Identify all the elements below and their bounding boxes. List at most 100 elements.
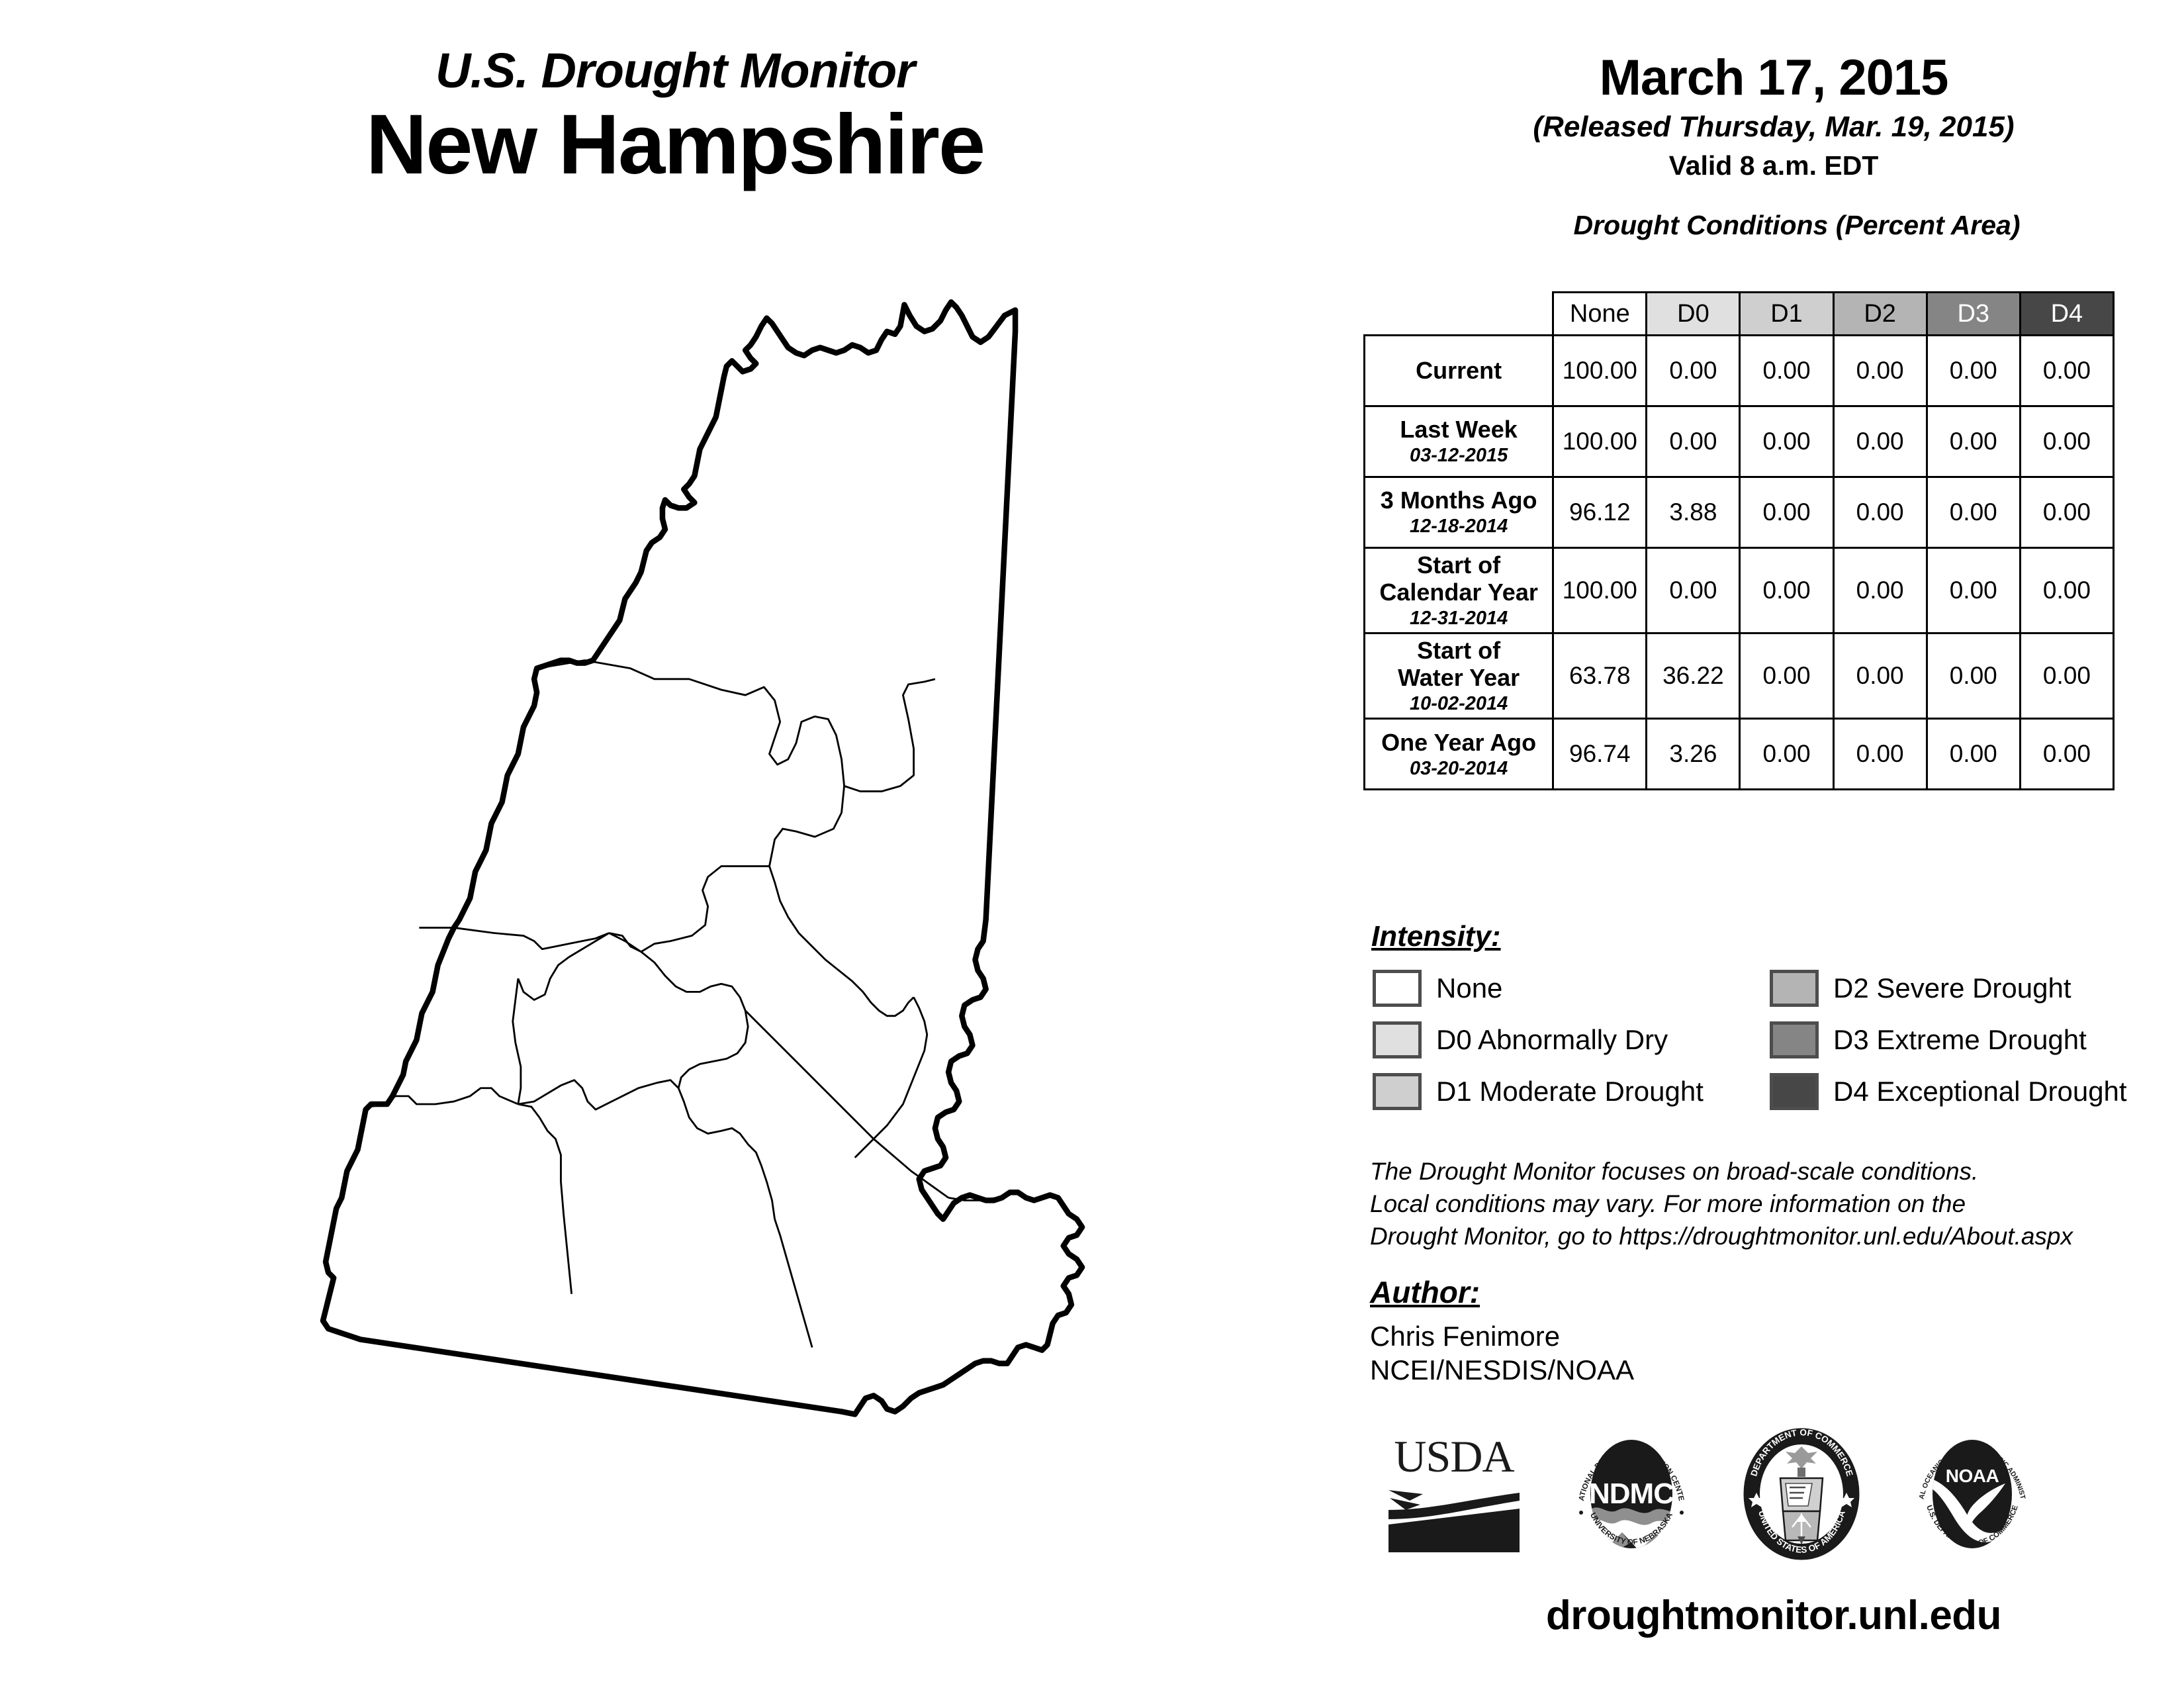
cell-d4: 0.00 bbox=[2019, 334, 2115, 407]
table-row: One Year Ago 03-20-2014 96.74 3.26 0.00 0.00 0… bbox=[1363, 718, 2115, 791]
legend-label: D0 Abnormally Dry bbox=[1436, 1024, 1668, 1055]
cell-d1: 0.00 bbox=[1739, 718, 1835, 791]
footer-url[interactable]: droughtmonitor.unl.edu bbox=[1545, 1593, 2002, 1638]
noaa-logo: NOAA NATIONAL OCEANIC AND ATMOSPHERIC AD… bbox=[1906, 1427, 2038, 1562]
drought-conditions-table: None D0 D1 D2 D3 D4 Current 100.00 0.00 0.0… bbox=[1363, 291, 2115, 791]
table-header-row: None D0 D1 D2 D3 D4 bbox=[1365, 291, 2115, 336]
cell-d1: 0.00 bbox=[1739, 546, 1835, 635]
cell-none: 100.00 bbox=[1552, 334, 1648, 407]
column-header-none: None bbox=[1552, 291, 1648, 336]
cell-d2: 0.00 bbox=[1832, 476, 1928, 549]
cell-d0: 0.00 bbox=[1645, 405, 1741, 478]
cell-none: 100.00 bbox=[1552, 546, 1648, 635]
cell-d1: 0.00 bbox=[1739, 476, 1835, 549]
column-header-d2: D2 bbox=[1832, 291, 1928, 336]
cell-d3: 0.00 bbox=[1925, 718, 2021, 791]
right-column: March 17, 2015 (Released Thursday, Mar. … bbox=[1363, 0, 2184, 1688]
valid-time: Valid 8 a.m. EDT bbox=[1668, 150, 1879, 181]
title-block: U.S. Drought Monitor New Hampshire bbox=[0, 46, 1350, 189]
state-title: New Hampshire bbox=[365, 97, 985, 192]
intensity-legend: Intensity: None D2 Severe Drought D0 Abnor… bbox=[1363, 920, 2184, 1112]
table-row: Last Week 03-12-2015 100.00 0.00 0.00 0.00 0.0… bbox=[1363, 405, 2115, 478]
intensity-heading: Intensity: bbox=[1371, 920, 1501, 953]
row-label: Current bbox=[1363, 334, 1555, 407]
date-block: March 17, 2015 (Released Thursday, Mar. … bbox=[1363, 0, 2184, 241]
table-row: Start of Calendar Year 12-31-2014 100.00 0.0… bbox=[1363, 546, 2115, 635]
doc-seal-logo: DEPARTMENT OF COMMERCE UNITED STATES OF … bbox=[1734, 1427, 1870, 1562]
table-row: 3 Months Ago 12-18-2014 96.12 3.88 0.00 0.00 0… bbox=[1363, 476, 2115, 549]
table-caption: Drought Conditions (Percent Area) bbox=[1573, 210, 2021, 240]
author-block: Author: Chris Fenimore NCEI/NESDIS/NOAA bbox=[1370, 1274, 1634, 1387]
cell-d3: 0.00 bbox=[1925, 632, 2021, 720]
valid-date: March 17, 2015 bbox=[1599, 50, 1949, 106]
legend-item: None bbox=[1363, 968, 1760, 1009]
row-date: 03-20-2014 bbox=[1409, 757, 1508, 779]
svg-text:NOAA: NOAA bbox=[1946, 1466, 1999, 1486]
legend-label: D1 Moderate Drought bbox=[1436, 1076, 1704, 1107]
column-header-d0: D0 bbox=[1645, 291, 1741, 336]
cell-d4: 0.00 bbox=[2019, 405, 2115, 478]
cell-d0: 0.00 bbox=[1645, 546, 1741, 635]
cell-d2: 0.00 bbox=[1832, 718, 1928, 791]
author-affiliation: NCEI/NESDIS/NOAA bbox=[1370, 1354, 1635, 1386]
cell-d4: 0.00 bbox=[2019, 718, 2115, 791]
row-date: 10-02-2014 bbox=[1409, 693, 1508, 715]
disclaimer-line-1: The Drought Monitor focuses on broad-sca… bbox=[1370, 1158, 1979, 1185]
row-label: Start of Water Year 10-02-2014 bbox=[1363, 632, 1555, 720]
cell-d4: 0.00 bbox=[2019, 546, 2115, 635]
ndmc-logo: NDMC NATIONAL DROUGHT MITIGATION CENTER … bbox=[1565, 1427, 1698, 1562]
row-label: Last Week 03-12-2015 bbox=[1363, 405, 1555, 478]
column-header-d3: D3 bbox=[1925, 291, 2021, 336]
cell-none: 96.74 bbox=[1552, 718, 1648, 791]
cell-d2: 0.00 bbox=[1832, 334, 1928, 407]
cell-d3: 0.00 bbox=[1925, 546, 2021, 635]
cell-d1: 0.00 bbox=[1739, 405, 1835, 478]
legend-item: D2 Severe Drought bbox=[1760, 968, 2184, 1009]
table-row: Start of Water Year 10-02-2014 63.78 36.22 0.… bbox=[1363, 632, 2115, 720]
cell-d3: 0.00 bbox=[1925, 334, 2021, 407]
svg-text:NDMC: NDMC bbox=[1589, 1477, 1674, 1510]
disclaimer-text: The Drought Monitor focuses on broad-sca… bbox=[1370, 1155, 2184, 1253]
legend-swatch bbox=[1770, 970, 1819, 1007]
row-date: 12-31-2014 bbox=[1409, 608, 1508, 630]
legend-label: D4 Exceptional Drought bbox=[1833, 1076, 2127, 1107]
cell-d2: 0.00 bbox=[1832, 632, 1928, 720]
cell-none: 63.78 bbox=[1552, 632, 1648, 720]
legend-swatch bbox=[1770, 1021, 1819, 1058]
svg-text:USDA: USDA bbox=[1394, 1431, 1514, 1481]
cell-d0: 36.22 bbox=[1645, 632, 1741, 720]
header-blank bbox=[1365, 293, 1553, 336]
cell-d3: 0.00 bbox=[1925, 405, 2021, 478]
legend-label: D3 Extreme Drought bbox=[1833, 1024, 2087, 1055]
column-header-d4: D4 bbox=[2019, 291, 2115, 336]
cell-none: 96.12 bbox=[1552, 476, 1648, 549]
author-heading: Author: bbox=[1370, 1275, 1480, 1309]
release-date: (Released Thursday, Mar. 19, 2015) bbox=[1533, 111, 2015, 143]
row-date: 03-12-2015 bbox=[1409, 445, 1508, 467]
legend-swatch bbox=[1373, 1021, 1422, 1058]
legend-item: D3 Extreme Drought bbox=[1760, 1019, 2184, 1060]
legend-swatch bbox=[1373, 1073, 1422, 1110]
cell-d2: 0.00 bbox=[1832, 546, 1928, 635]
column-header-d1: D1 bbox=[1739, 291, 1835, 336]
legend-swatch bbox=[1770, 1073, 1819, 1110]
row-label: 3 Months Ago 12-18-2014 bbox=[1363, 476, 1555, 549]
legend-item: D4 Exceptional Drought bbox=[1760, 1071, 2184, 1112]
author-name: Chris Fenimore bbox=[1370, 1321, 1561, 1352]
map-county-boundaries bbox=[368, 659, 1011, 1348]
legend-label: D2 Severe Drought bbox=[1833, 972, 2071, 1004]
legend-grid: None D2 Severe Drought D0 Abnormally Dry D3… bbox=[1363, 968, 2184, 1112]
cell-d2: 0.00 bbox=[1832, 405, 1928, 478]
cell-d0: 0.00 bbox=[1645, 334, 1741, 407]
cell-d0: 3.88 bbox=[1645, 476, 1741, 549]
new-hampshire-map[interactable] bbox=[318, 278, 1152, 1655]
legend-swatch bbox=[1373, 970, 1422, 1007]
logo-row: USDA bbox=[1363, 1427, 2184, 1569]
table-body: Current 100.00 0.00 0.00 0.00 0.00 0.00 Last We… bbox=[1363, 334, 2115, 791]
legend-item: D0 Abnormally Dry bbox=[1363, 1019, 1760, 1060]
cell-d1: 0.00 bbox=[1739, 632, 1835, 720]
cell-d4: 0.00 bbox=[2019, 476, 2115, 549]
cell-d1: 0.00 bbox=[1739, 334, 1835, 407]
usda-logo: USDA bbox=[1383, 1427, 1525, 1559]
legend-label: None bbox=[1436, 972, 1503, 1004]
